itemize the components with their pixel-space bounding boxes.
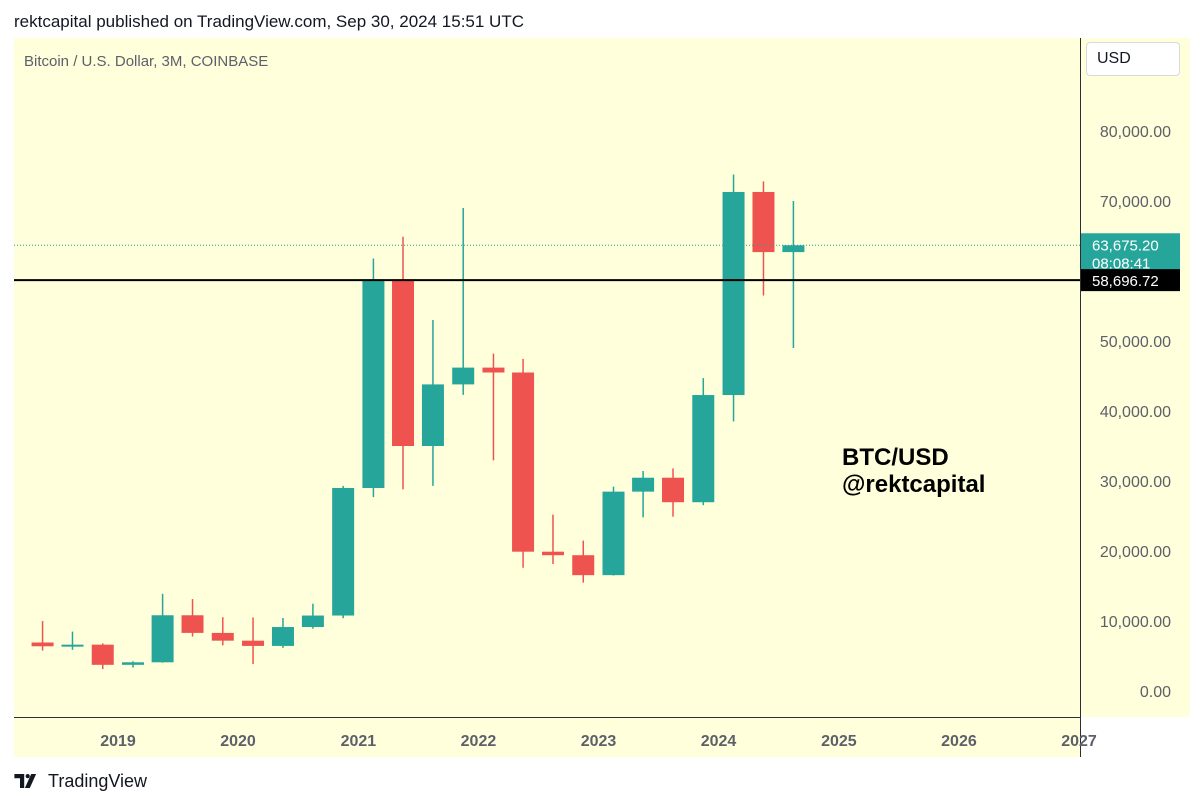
year-tick-label: 2019 xyxy=(100,733,136,750)
year-tick-label: 2022 xyxy=(461,733,497,750)
candle-body xyxy=(31,642,54,647)
candle-2024-04-01 xyxy=(752,181,775,296)
candle-body xyxy=(392,279,415,446)
year-tick-label: 2020 xyxy=(220,733,256,750)
candle-body xyxy=(692,395,715,503)
candle-body xyxy=(332,488,355,616)
candle-2020-04-01 xyxy=(271,617,294,648)
candle-2021-01-01 xyxy=(362,258,385,498)
year-tick-label: 2021 xyxy=(341,733,377,750)
candle-2024-01-01 xyxy=(722,174,745,422)
price-axis-background xyxy=(1080,38,1190,717)
candle-2021-10-01 xyxy=(452,208,475,395)
annotation-author: @rektcapital xyxy=(842,471,985,498)
candle-2023-07-01 xyxy=(662,468,685,517)
candle-body xyxy=(271,627,294,646)
candle-2020-07-01 xyxy=(301,603,324,629)
year-tick-label: 2025 xyxy=(821,733,857,750)
annotation-pair: BTC/USD xyxy=(842,444,949,471)
price-tick-label: 0.00 xyxy=(1140,684,1171,701)
tradingview-logo-icon xyxy=(14,774,37,788)
time-axis-labels: 2019 2020 2021 2022 2023 2024 2025 2026 2027 xyxy=(100,733,1097,750)
candle-2023-04-01 xyxy=(632,470,655,518)
candle-body xyxy=(632,477,655,492)
candle-2020-10-01 xyxy=(332,485,355,619)
price-tick-label: 80,000.00 xyxy=(1100,124,1171,141)
candle-2018-10-01 xyxy=(91,643,114,670)
candle-body xyxy=(61,644,84,647)
candle-body xyxy=(782,245,805,253)
candle-2021-07-01 xyxy=(421,320,444,486)
level-price-label: 58,696.72 xyxy=(1092,273,1159,290)
price-axis-labels: 0.00 10,000.00 20,000.00 30,000.00 40,000.00… xyxy=(1100,124,1171,701)
current-price-label: 63,675.20 xyxy=(1092,237,1159,254)
year-tick-label: 2024 xyxy=(701,733,737,750)
year-tick-label: 2023 xyxy=(581,733,617,750)
candle-2023-10-01 xyxy=(692,378,715,506)
level-price-tag xyxy=(1081,269,1180,292)
year-tick-label: 2027 xyxy=(1061,733,1097,750)
candle-body xyxy=(242,640,265,646)
candle-2019-07-01 xyxy=(181,599,204,637)
candle-2022-04-01 xyxy=(512,358,535,568)
candle-body xyxy=(301,615,324,628)
price-tick-label: 10,000.00 xyxy=(1100,614,1171,631)
candle-2022-01-01 xyxy=(482,353,505,461)
candle-2019-10-01 xyxy=(211,617,234,646)
chart-title: Bitcoin / U.S. Dollar, 3M, COINBASE xyxy=(24,53,268,70)
candle-body xyxy=(602,491,625,576)
candle-2018-04-01 xyxy=(31,621,54,651)
candle-2023-01-01 xyxy=(602,486,625,576)
candle-2022-07-01 xyxy=(541,514,564,564)
candle-countdown-label: 08:08:41 xyxy=(1092,255,1150,272)
candle-body xyxy=(541,551,564,556)
candle-body xyxy=(211,632,234,641)
tradingview-brand: TradingView xyxy=(48,770,148,791)
candle-2020-01-01 xyxy=(242,617,265,665)
candle-body xyxy=(151,615,174,663)
candle-2019-04-01 xyxy=(151,593,174,663)
candle-2018-07-01 xyxy=(61,631,84,650)
candle-body xyxy=(722,191,745,396)
price-tick-label: 50,000.00 xyxy=(1100,334,1171,351)
candle-body xyxy=(181,615,204,633)
candle-2019-01-01 xyxy=(122,661,144,668)
price-tick-label: 70,000.00 xyxy=(1100,194,1171,211)
candle-body xyxy=(662,477,685,503)
candle-body xyxy=(452,367,475,385)
price-tick-label: 40,000.00 xyxy=(1100,404,1171,421)
candle-body xyxy=(122,662,144,665)
time-axis-background xyxy=(14,717,1080,757)
tradingview-footer: TradingView xyxy=(14,768,147,794)
candle-body xyxy=(512,372,535,552)
year-tick-label: 2026 xyxy=(941,733,977,750)
candle-body xyxy=(572,555,595,576)
price-tick-label: 20,000.00 xyxy=(1100,544,1171,561)
candle-body xyxy=(91,644,114,665)
candle-body xyxy=(482,367,505,373)
candle-body xyxy=(421,384,444,446)
candle-2021-04-01 xyxy=(392,236,415,490)
currency-selector[interactable]: USD xyxy=(1086,42,1180,76)
publish-info: rektcapital published on TradingView.com… xyxy=(14,12,524,31)
candle-2022-10-01 xyxy=(572,540,595,583)
candle-2024-07-01 xyxy=(782,201,805,348)
candle-body xyxy=(752,191,775,253)
plot-background xyxy=(14,38,1080,717)
current-price-tag xyxy=(1081,233,1180,274)
candles xyxy=(31,174,805,670)
price-tick-label: 30,000.00 xyxy=(1100,474,1171,491)
candle-body xyxy=(362,279,385,488)
